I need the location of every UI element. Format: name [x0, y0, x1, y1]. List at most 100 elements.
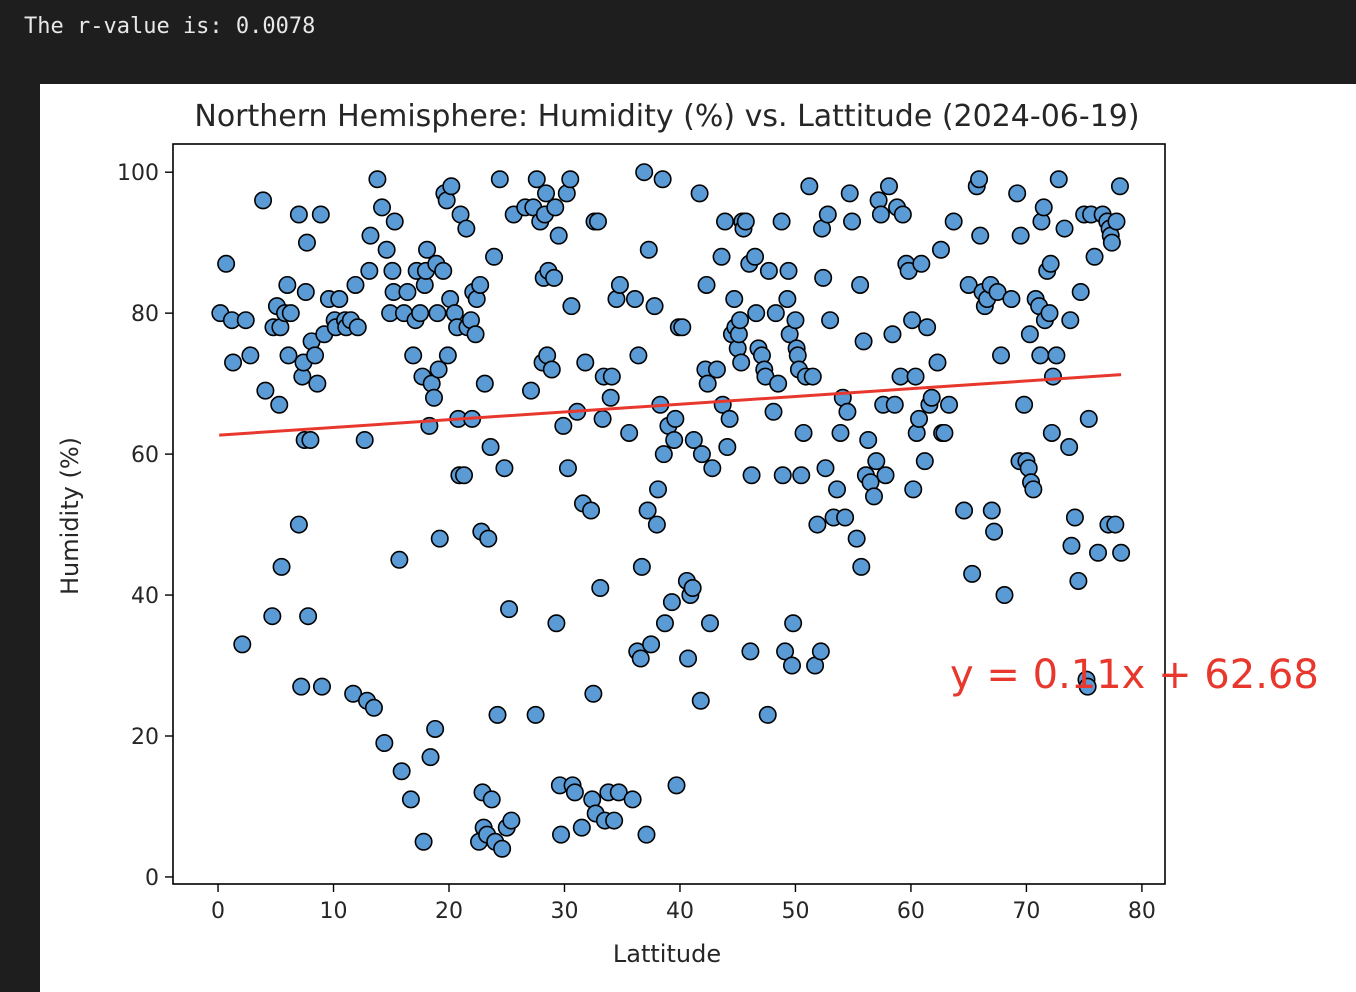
- data-point: [692, 445, 711, 464]
- data-point: [720, 409, 739, 428]
- data-point: [364, 698, 383, 717]
- data-point: [526, 705, 545, 724]
- data-point: [758, 705, 777, 724]
- output-divider: [0, 68, 1356, 82]
- data-point: [609, 783, 628, 802]
- data-point: [521, 381, 540, 400]
- data-point: [625, 290, 644, 309]
- data-point: [292, 677, 311, 696]
- data-point: [712, 247, 731, 266]
- data-point: [576, 353, 595, 372]
- data-point: [418, 240, 437, 259]
- data-point: [561, 170, 580, 189]
- data-point: [547, 614, 566, 633]
- data-point: [217, 254, 236, 273]
- x-tick-label: 30: [550, 899, 578, 924]
- data-point: [794, 423, 813, 442]
- data-point: [297, 233, 316, 252]
- data-point: [716, 212, 735, 231]
- data-point: [373, 198, 392, 217]
- data-point: [565, 783, 584, 802]
- data-point: [1102, 233, 1121, 252]
- data-point: [814, 268, 833, 287]
- data-point: [493, 839, 512, 858]
- data-point: [312, 677, 331, 696]
- data-point: [731, 311, 750, 330]
- data-point: [963, 564, 982, 583]
- data-point: [1089, 543, 1108, 562]
- data-point: [554, 416, 573, 435]
- data-point: [632, 557, 651, 576]
- y-tick-label: 100: [117, 161, 159, 186]
- data-point: [254, 191, 273, 210]
- data-point: [289, 515, 308, 534]
- data-point: [355, 430, 374, 449]
- data-point: [281, 304, 300, 323]
- data-point: [838, 402, 857, 421]
- data-point: [430, 529, 449, 548]
- data-point: [732, 353, 751, 372]
- data-point: [537, 184, 556, 203]
- data-point: [481, 438, 500, 457]
- data-point: [808, 515, 827, 534]
- data-point: [488, 705, 507, 724]
- data-point: [818, 205, 837, 224]
- data-point: [931, 240, 950, 259]
- data-point: [769, 374, 788, 393]
- regression-line: [219, 373, 1122, 437]
- data-point: [867, 452, 886, 471]
- data-point: [707, 360, 726, 379]
- data-point: [429, 360, 448, 379]
- data-point: [466, 325, 485, 344]
- data-point: [912, 254, 931, 273]
- data-point: [645, 297, 664, 316]
- regression-equation-label: y = 0.11x + 62.68: [950, 652, 1319, 698]
- data-point: [346, 275, 365, 294]
- data-point: [629, 346, 648, 365]
- data-point: [736, 212, 755, 231]
- data-point: [852, 557, 871, 576]
- x-tick-label: 10: [320, 899, 348, 924]
- data-point: [879, 177, 898, 196]
- data-point: [725, 290, 744, 309]
- stdout-text: The r-value is: 0.0078: [24, 14, 316, 39]
- data-point: [623, 790, 642, 809]
- data-point: [778, 290, 797, 309]
- data-point: [552, 825, 571, 844]
- data-point: [385, 212, 404, 231]
- data-point: [1062, 536, 1081, 555]
- data-point: [691, 691, 710, 710]
- data-point: [545, 268, 564, 287]
- data-point: [840, 184, 859, 203]
- data-point: [485, 247, 504, 266]
- data-point: [1055, 219, 1074, 238]
- data-point: [639, 240, 658, 259]
- data-point: [1112, 543, 1131, 562]
- data-point: [995, 586, 1014, 605]
- data-point: [390, 550, 409, 569]
- data-point: [263, 607, 282, 626]
- data-point: [985, 522, 1004, 541]
- data-point: [742, 466, 761, 485]
- data-point: [546, 198, 565, 217]
- data-point: [1060, 438, 1079, 457]
- data-point: [703, 459, 722, 478]
- data-point: [854, 332, 873, 351]
- y-tick-label: 80: [131, 302, 159, 327]
- data-point: [475, 374, 494, 393]
- data-point: [306, 346, 325, 365]
- data-point: [831, 423, 850, 442]
- data-point: [542, 360, 561, 379]
- x-tick-label: 80: [1128, 899, 1156, 924]
- data-point: [903, 311, 922, 330]
- data-point: [922, 388, 941, 407]
- data-point: [1040, 304, 1059, 323]
- data-point: [584, 684, 603, 703]
- x-tick-label: 40: [666, 899, 694, 924]
- data-point: [647, 515, 666, 534]
- data-point: [859, 430, 878, 449]
- data-point: [398, 283, 417, 302]
- data-point: [915, 452, 934, 471]
- data-point: [241, 346, 260, 365]
- data-point: [662, 593, 681, 612]
